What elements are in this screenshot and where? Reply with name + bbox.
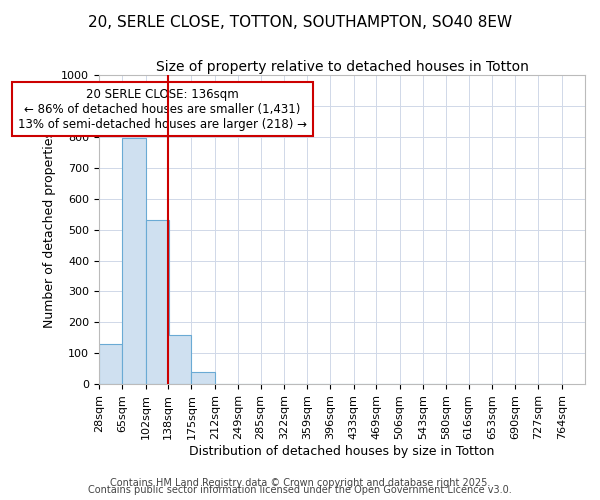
Title: Size of property relative to detached houses in Totton: Size of property relative to detached ho… — [155, 60, 529, 74]
Text: 20 SERLE CLOSE: 136sqm
← 86% of detached houses are smaller (1,431)
13% of semi-: 20 SERLE CLOSE: 136sqm ← 86% of detached… — [18, 88, 307, 130]
Bar — [99, 344, 122, 384]
Bar — [168, 334, 191, 384]
Text: Contains public sector information licensed under the Open Government Licence v3: Contains public sector information licen… — [88, 485, 512, 495]
Bar — [191, 372, 215, 384]
X-axis label: Distribution of detached houses by size in Totton: Distribution of detached houses by size … — [190, 444, 495, 458]
Text: Contains HM Land Registry data © Crown copyright and database right 2025.: Contains HM Land Registry data © Crown c… — [110, 478, 490, 488]
Bar — [146, 220, 169, 384]
Bar — [122, 138, 146, 384]
Y-axis label: Number of detached properties: Number of detached properties — [43, 131, 56, 328]
Text: 20, SERLE CLOSE, TOTTON, SOUTHAMPTON, SO40 8EW: 20, SERLE CLOSE, TOTTON, SOUTHAMPTON, SO… — [88, 15, 512, 30]
